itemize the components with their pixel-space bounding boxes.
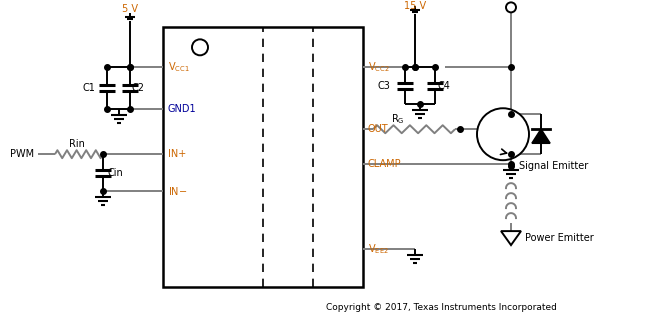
Polygon shape (501, 231, 521, 245)
Text: C1: C1 (82, 83, 95, 93)
Text: C4: C4 (438, 81, 451, 91)
Text: 5 V: 5 V (122, 4, 138, 14)
Circle shape (477, 108, 529, 160)
Text: R$_{\mathsf{G}}$: R$_{\mathsf{G}}$ (391, 112, 405, 126)
Text: IN+: IN+ (168, 149, 186, 159)
Text: V$_{\mathsf{CC2}}$: V$_{\mathsf{CC2}}$ (368, 60, 390, 74)
Bar (163, 27, 363, 287)
Text: GND1: GND1 (168, 104, 197, 114)
Text: Signal Emitter: Signal Emitter (519, 161, 588, 171)
Text: V$_{\mathsf{CC1}}$: V$_{\mathsf{CC1}}$ (168, 60, 190, 74)
Text: Rin: Rin (69, 139, 85, 149)
Text: V$_{\mathsf{EE2}}$: V$_{\mathsf{EE2}}$ (368, 242, 389, 256)
Text: C3: C3 (377, 81, 390, 91)
Text: 15 V: 15 V (404, 1, 426, 11)
Polygon shape (532, 129, 550, 143)
Text: PWM: PWM (10, 149, 34, 159)
Text: CLAMP: CLAMP (368, 159, 402, 169)
Text: Cin: Cin (108, 168, 124, 178)
Text: Copyright © 2017, Texas Instruments Incorporated: Copyright © 2017, Texas Instruments Inco… (326, 302, 557, 312)
Text: OUT: OUT (368, 124, 389, 134)
Circle shape (506, 2, 516, 12)
Text: Power Emitter: Power Emitter (525, 233, 594, 243)
Text: IN$-$: IN$-$ (168, 185, 188, 197)
Circle shape (192, 39, 208, 55)
Text: C2: C2 (132, 83, 145, 93)
